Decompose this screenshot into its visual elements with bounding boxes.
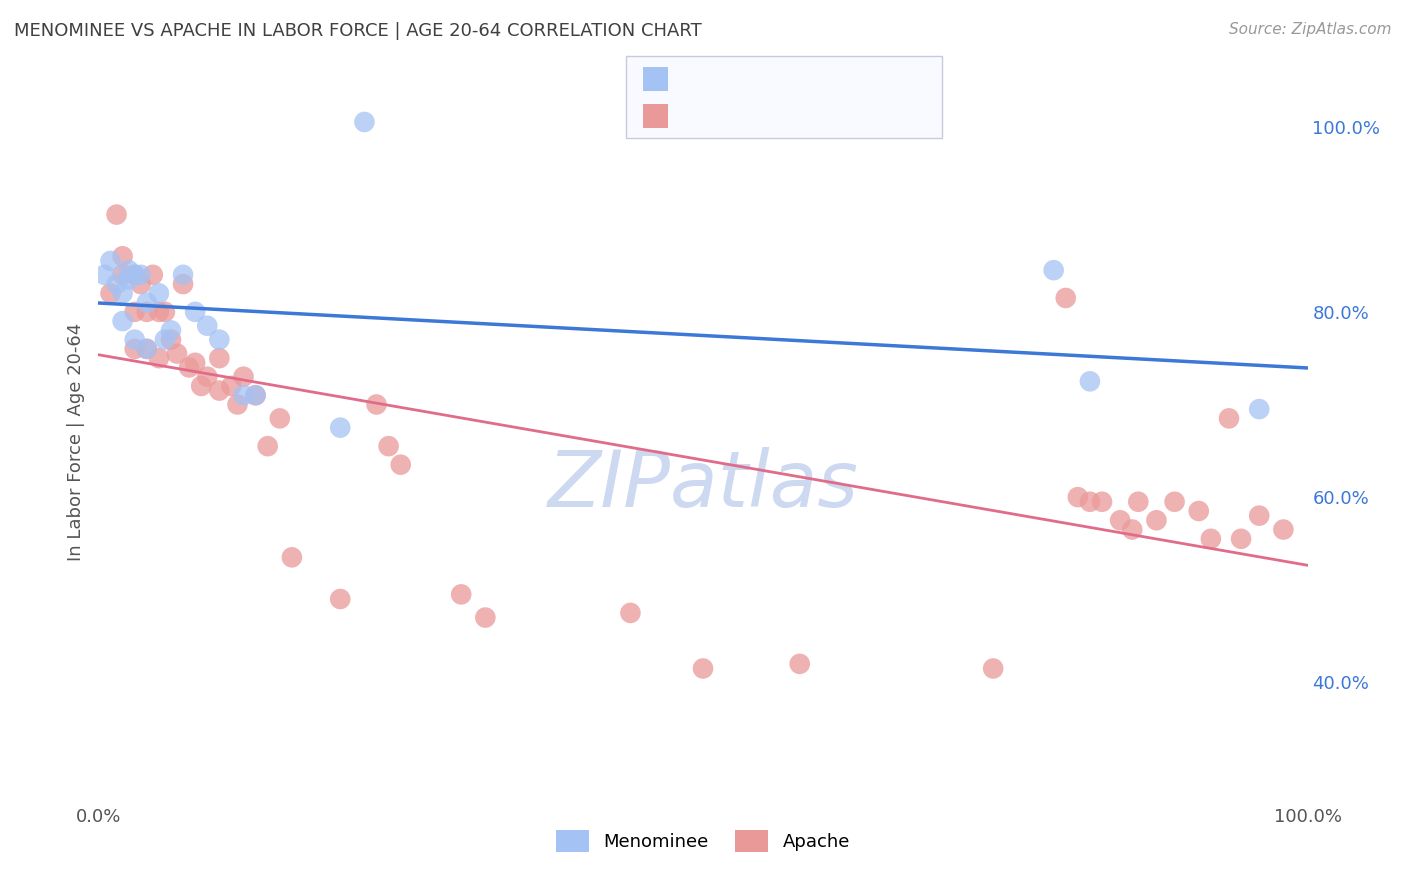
Point [619,606,641,620]
Point [1218,411,1240,425]
Point [184,305,207,319]
Point [232,369,254,384]
Text: Source: ZipAtlas.com: Source: ZipAtlas.com [1229,22,1392,37]
Point [226,397,249,411]
Point [1146,513,1168,527]
Point [269,411,291,425]
Point [1128,494,1150,508]
Point [172,268,194,282]
Point [172,277,194,291]
Point [208,384,231,398]
Point [245,388,267,402]
Point [1121,523,1143,537]
Point [1078,494,1101,508]
Point [111,268,134,282]
Point [1272,523,1295,537]
Point [105,277,128,291]
Legend: Menominee, Apache: Menominee, Apache [548,822,858,859]
Point [281,550,304,565]
Point [208,351,231,366]
Point [135,342,157,356]
Point [100,286,122,301]
Point [195,369,218,384]
Point [1067,490,1090,504]
Point [329,420,352,434]
Point [353,115,375,129]
Point [129,277,152,291]
Point [789,657,811,671]
Point [366,397,388,411]
Point [148,351,170,366]
Point [160,323,183,337]
Point [389,458,412,472]
Point [111,286,134,301]
Text: MENOMINEE VS APACHE IN LABOR FORCE | AGE 20-64 CORRELATION CHART: MENOMINEE VS APACHE IN LABOR FORCE | AGE… [14,22,702,40]
Point [135,342,157,356]
Point [105,208,128,222]
Point [184,356,207,370]
Point [148,286,170,301]
Point [124,268,146,282]
Point [93,268,115,282]
Y-axis label: In Labor Force | Age 20-64: In Labor Force | Age 20-64 [66,322,84,561]
Point [124,305,146,319]
Point [1163,494,1185,508]
Point [1054,291,1077,305]
Point [692,661,714,675]
Point [124,342,146,356]
Point [1078,375,1101,389]
Point [118,263,141,277]
Point [135,305,157,319]
Point [148,305,170,319]
Point [153,333,176,347]
Point [329,592,352,607]
Point [1230,532,1253,546]
Point [377,439,399,453]
Point [232,388,254,402]
Point [1199,532,1222,546]
Point [450,587,472,601]
Point [221,379,243,393]
Point [1109,513,1132,527]
Point [1249,402,1271,417]
Point [153,305,176,319]
Point [111,314,134,328]
Point [208,333,231,347]
Point [111,249,134,263]
Point [124,333,146,347]
Point [142,268,165,282]
Point [1042,263,1064,277]
Text: ZIPatlas: ZIPatlas [547,447,859,523]
Point [124,268,146,282]
Point [245,388,267,402]
Point [129,268,152,282]
Point [1249,508,1271,523]
Point [100,254,122,268]
Point [166,346,188,360]
Point [179,360,201,375]
Text: R = -0.550   N = 26: R = -0.550 N = 26 [679,70,856,88]
Point [160,333,183,347]
Point [135,295,157,310]
Text: R = -0.438   N = 55: R = -0.438 N = 55 [679,106,856,124]
Point [474,610,496,624]
Point [190,379,212,393]
Point [195,318,218,333]
Point [1188,504,1211,518]
Point [256,439,278,453]
Point [1091,494,1114,508]
Point [118,272,141,286]
Point [981,661,1004,675]
